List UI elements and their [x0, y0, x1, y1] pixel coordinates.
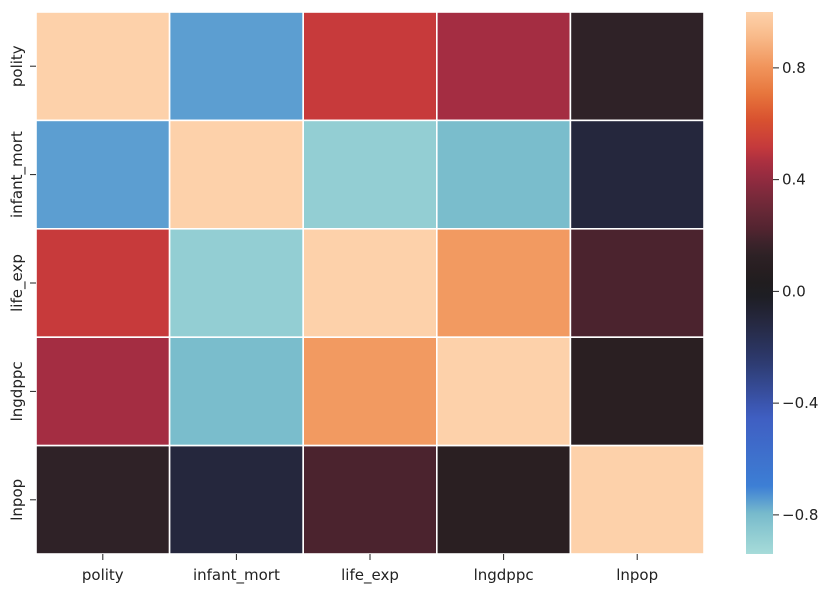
x-axis: polity infant_mort life_exp lngdppc lnpop	[82, 554, 658, 585]
colorbar-tick-label: −0.4	[782, 394, 818, 412]
colorbar-tick-label: 0.0	[782, 282, 806, 300]
heatmap-cell-polity-lnpop	[569, 11, 705, 122]
heatmap-cell-lngdppc-lnpop	[569, 336, 705, 447]
heatmap-cell-life_exp-infant_mort	[168, 228, 305, 339]
heatmap-cell-life_exp-lngdppc	[435, 228, 572, 339]
heatmap-cell-life_exp-life_exp	[302, 228, 438, 339]
colorbar-tick-label: 0.8	[782, 59, 806, 77]
y-tick-label: lnpop	[8, 479, 26, 521]
x-tick-label: lngdppc	[474, 566, 534, 584]
y-tick-label: lngdppc	[8, 361, 26, 421]
heatmap-cell-life_exp-lnpop	[569, 228, 705, 339]
heatmap-cell-lnpop-infant_mort	[168, 444, 305, 555]
heatmap-cell-lnpop-polity	[35, 444, 171, 555]
heatmap-cell-life_exp-polity	[35, 228, 171, 339]
colorbar-tick-label: −0.8	[782, 506, 818, 524]
x-tick-label: polity	[82, 566, 124, 584]
y-tick-label: infant_mort	[8, 131, 27, 218]
x-tick-label: infant_mort	[193, 566, 280, 585]
heatmap-cell-infant_mort-life_exp	[302, 119, 438, 230]
heatmap-cell-polity-infant_mort	[168, 11, 305, 122]
y-tick-label: life_exp	[8, 254, 27, 312]
heatmap-cell-infant_mort-polity	[35, 119, 171, 230]
colorbar: 0.8 0.4 0.0 −0.4 −0.8	[746, 12, 818, 554]
heatmap-cell-infant_mort-infant_mort	[168, 119, 305, 230]
heatmap-cell-polity-polity	[35, 11, 171, 122]
heatmap-cells	[35, 11, 705, 555]
heatmap-cell-lngdppc-lngdppc	[435, 336, 572, 447]
heatmap-cell-lnpop-lnpop	[569, 444, 705, 555]
heatmap-cell-lngdppc-life_exp	[302, 336, 438, 447]
heatmap-cell-lnpop-life_exp	[302, 444, 438, 555]
x-tick-label: life_exp	[341, 566, 399, 585]
heatmap-cell-infant_mort-lngdppc	[435, 119, 572, 230]
heatmap-cell-lnpop-lngdppc	[435, 444, 572, 555]
colorbar-gradient	[746, 12, 773, 554]
colorbar-tick-label: 0.4	[782, 171, 806, 189]
y-tick-label: polity	[8, 45, 26, 87]
heatmap-cell-polity-lngdppc	[435, 11, 572, 122]
heatmap-cell-polity-life_exp	[302, 11, 438, 122]
heatmap-cell-lngdppc-polity	[35, 336, 171, 447]
heatmap-cell-lngdppc-infant_mort	[168, 336, 305, 447]
heatmap-cell-infant_mort-lnpop	[569, 119, 705, 230]
x-tick-label: lnpop	[616, 566, 658, 584]
